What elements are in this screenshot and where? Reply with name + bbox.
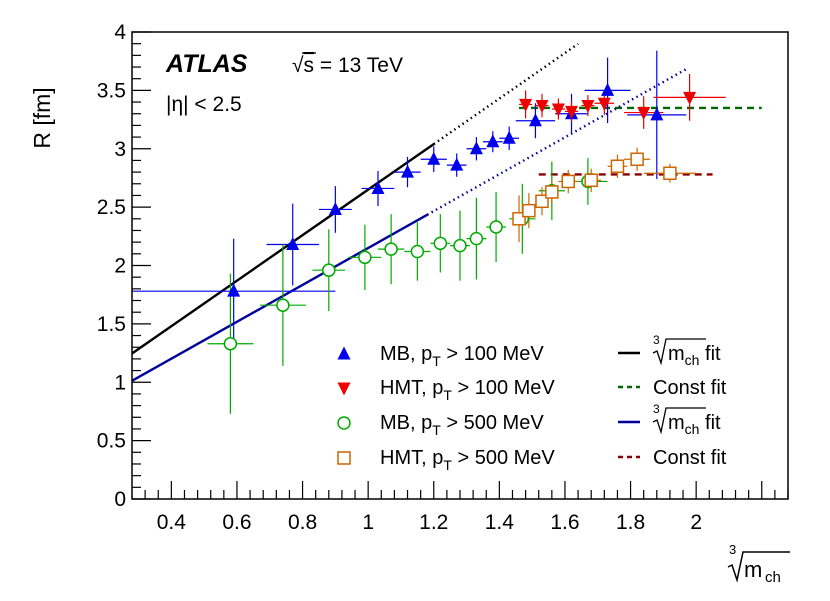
legend-series-label: MB, pT > 100 MeV xyxy=(380,343,544,369)
data-point xyxy=(512,212,526,226)
legend-fit-label: Const fit xyxy=(653,377,727,399)
axis-ticks xyxy=(132,31,789,500)
x-tick-label: 1.8 xyxy=(616,511,645,534)
data-point xyxy=(561,174,575,189)
y-tick-label: 2.5 xyxy=(97,196,126,219)
x-tick-label: 0.6 xyxy=(222,511,251,534)
data-point xyxy=(663,166,677,181)
data-point xyxy=(401,164,415,178)
data-point xyxy=(519,98,533,112)
fit-line xyxy=(131,213,428,382)
energy-label-text: √s = 13 TeV xyxy=(292,54,403,77)
data-point xyxy=(565,105,579,119)
data-point xyxy=(358,250,372,265)
data-point xyxy=(427,151,441,165)
legend-marker xyxy=(337,416,351,430)
data-point xyxy=(535,100,549,114)
data-point xyxy=(630,152,644,167)
y-tick-label: 4 xyxy=(114,21,126,44)
energy-rest: = 13 TeV xyxy=(314,54,403,77)
legend-marker xyxy=(337,346,351,360)
data-point xyxy=(384,242,398,256)
data-point xyxy=(683,91,697,105)
y-tick-label: 0 xyxy=(114,488,126,511)
data-point xyxy=(227,283,241,297)
x-axis-title-root-index: 3 xyxy=(729,542,736,557)
energy-label: √s = 13 TeV xyxy=(292,52,403,77)
data-point xyxy=(469,231,484,246)
x-tick-label: 0.4 xyxy=(157,511,187,534)
data-point xyxy=(584,173,598,188)
y-tick-label: 3.5 xyxy=(97,79,126,102)
fit-extrapolation-line xyxy=(433,42,579,146)
legend-radical-icon xyxy=(652,407,706,435)
legend-root-index: 3 xyxy=(653,333,660,347)
data-point xyxy=(489,220,503,234)
data-point xyxy=(650,107,664,121)
legend-fit-label: mch fit xyxy=(668,343,721,368)
x-tick-label: 1.4 xyxy=(485,511,515,534)
data-point xyxy=(545,185,559,199)
data-point xyxy=(522,203,536,218)
legend-series-label: MB, pT > 500 MeV xyxy=(380,412,544,438)
x-tick-label: 1.6 xyxy=(550,511,579,534)
x-tick-label: 1.2 xyxy=(419,511,448,534)
data-point xyxy=(223,336,238,351)
legend-series-label: HMT, pT > 500 MeV xyxy=(380,447,555,473)
data-point xyxy=(450,157,464,171)
y-tick-label: 1.5 xyxy=(97,313,126,336)
y-tick-label: 1 xyxy=(114,371,126,394)
data-markers xyxy=(223,82,697,351)
axis-tick-labels: 0.4 0.6 0.8 1 1.2 1.4 1.6 1.8 2 0 0.5 1 1.5 2 2.5 3 3.5 4 xyxy=(97,21,702,534)
data-point xyxy=(637,107,651,121)
x-axis-title-m: m xyxy=(744,557,762,582)
legend-marker xyxy=(337,451,351,465)
legend-root-index: 3 xyxy=(653,402,660,416)
data-point xyxy=(410,244,425,259)
y-tick-label: 0.5 xyxy=(97,430,126,453)
x-tick-label: 2 xyxy=(690,511,702,534)
experiment-label: ATLAS xyxy=(165,50,248,78)
legend-radical-icon xyxy=(652,338,706,366)
y-axis-title: R [fm] xyxy=(29,87,55,148)
legend-fit-label: mch fit xyxy=(668,412,721,437)
eta-cut-label: |η| < 2.5 xyxy=(166,93,242,116)
data-point xyxy=(502,130,516,144)
x-axis-title: 3 m ch xyxy=(727,542,790,586)
legend-fit-label: Const fit xyxy=(653,447,727,469)
data-point xyxy=(322,263,336,277)
data-point xyxy=(286,236,300,250)
energy-sqrt-symbol: √ xyxy=(292,54,304,77)
data-point xyxy=(581,100,595,114)
legend: MB, pT > 100 MeV HMT, pT > 100 MeV MB, pT … xyxy=(337,333,727,473)
data-point xyxy=(469,141,483,155)
y-tick-label: 2 xyxy=(114,255,126,278)
y-tick-label: 3 xyxy=(114,138,126,161)
data-point xyxy=(486,134,500,148)
x-tick-label: 1 xyxy=(362,511,374,534)
data-point xyxy=(453,238,467,253)
data-point xyxy=(535,194,549,209)
data-point xyxy=(601,82,615,96)
energy-s: s xyxy=(304,54,315,77)
data-point xyxy=(551,103,565,117)
data-point xyxy=(371,180,385,194)
x-axis-title-sub: ch xyxy=(765,569,781,586)
x-tick-label: 0.8 xyxy=(288,511,317,534)
data-point xyxy=(328,201,342,215)
data-point xyxy=(528,113,542,127)
data-point xyxy=(433,236,448,251)
data-point xyxy=(276,298,290,312)
legend-series-label: HMT, pT > 100 MeV xyxy=(380,377,555,403)
x-axis-title-radical-icon xyxy=(727,551,790,583)
data-point xyxy=(597,97,611,111)
data-point xyxy=(610,159,625,174)
legend-marker xyxy=(337,382,351,396)
